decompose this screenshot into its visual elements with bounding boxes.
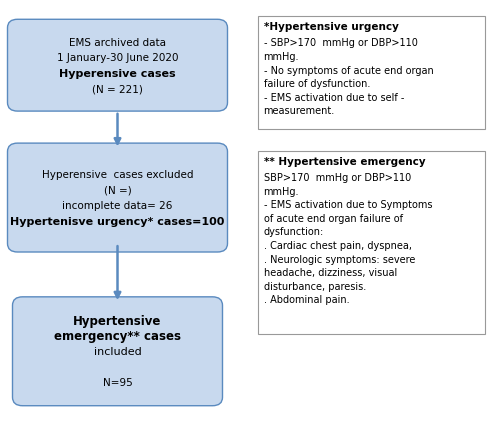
Text: *Hypertensive urgency: *Hypertensive urgency: [264, 22, 398, 32]
FancyBboxPatch shape: [8, 144, 228, 252]
Text: N=95: N=95: [102, 377, 132, 387]
Text: ** Hypertensive emergency: ** Hypertensive emergency: [264, 156, 425, 166]
Text: (N = 221): (N = 221): [92, 84, 143, 94]
Text: incomplete data= 26: incomplete data= 26: [62, 201, 172, 211]
Text: EMS archived data: EMS archived data: [69, 38, 166, 48]
Text: Hyperensive cases: Hyperensive cases: [59, 69, 176, 79]
Text: included: included: [94, 346, 142, 357]
Text: - SBP>170  mmHg or DBP>110
mmHg.
- No symptoms of acute end organ
failure of dys: - SBP>170 mmHg or DBP>110 mmHg. - No sym…: [264, 38, 433, 116]
Text: (N =): (N =): [104, 185, 132, 196]
Text: SBP>170  mmHg or DBP>110
mmHg.
- EMS activation due to Symptoms
of acute end org: SBP>170 mmHg or DBP>110 mmHg. - EMS acti…: [264, 173, 432, 305]
Text: Hyperensive  cases excluded: Hyperensive cases excluded: [42, 170, 193, 180]
FancyBboxPatch shape: [12, 297, 222, 406]
Text: Hypertensive: Hypertensive: [74, 314, 162, 327]
Text: emergency** cases: emergency** cases: [54, 330, 181, 343]
FancyBboxPatch shape: [8, 20, 228, 112]
FancyBboxPatch shape: [258, 151, 485, 334]
Text: Hypertenisve urgency* cases=100: Hypertenisve urgency* cases=100: [10, 216, 224, 226]
FancyBboxPatch shape: [258, 17, 485, 130]
Text: 1 January-30 June 2020: 1 January-30 June 2020: [57, 53, 178, 63]
